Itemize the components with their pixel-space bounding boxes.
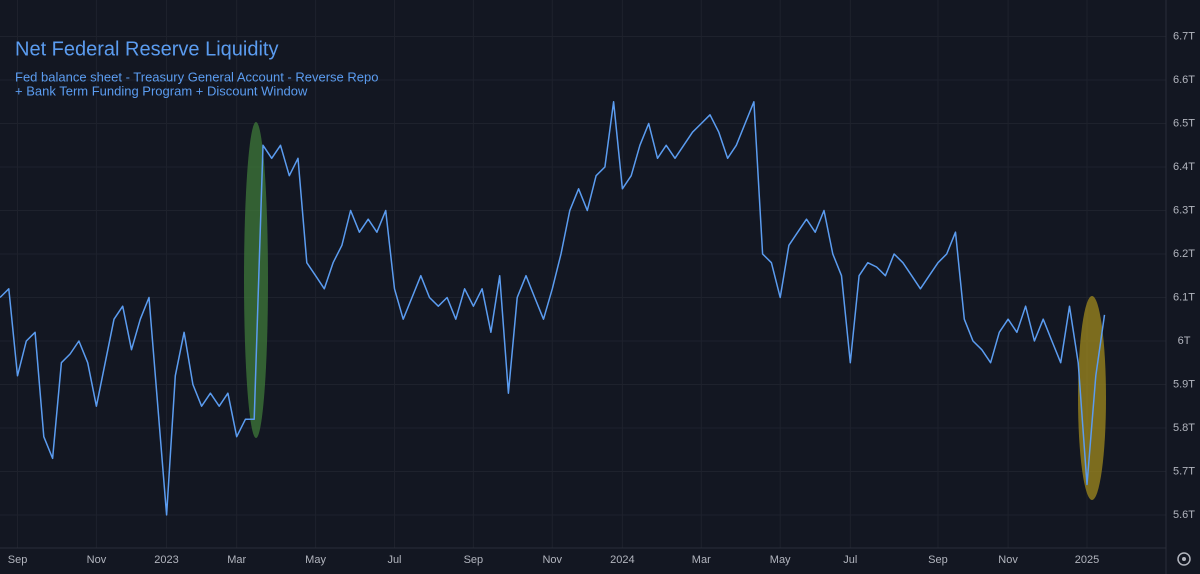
x-tick-label: 2025 <box>1075 554 1099 566</box>
x-tick-label: May <box>305 554 326 566</box>
x-tick-label: Sep <box>464 554 484 566</box>
y-tick-label: 5.7T <box>1173 465 1195 477</box>
x-tick-label: Nov <box>998 554 1018 566</box>
y-tick-label: 6.5T <box>1173 117 1195 129</box>
y-tick-label: 6.4T <box>1173 161 1195 173</box>
x-tick-label: Nov <box>87 554 107 566</box>
chart-subtitle: + Bank Term Funding Program + Discount W… <box>15 83 308 98</box>
x-tick-label: Jul <box>387 554 401 566</box>
x-tick-label: Mar <box>227 554 246 566</box>
y-tick-label: 5.6T <box>1173 509 1195 521</box>
highlight-ellipse <box>1078 296 1106 500</box>
y-tick-label: 6.2T <box>1173 248 1195 260</box>
y-tick-label: 5.9T <box>1173 378 1195 390</box>
x-tick-label: 2024 <box>610 554 634 566</box>
chart-subtitle: Fed balance sheet - Treasury General Acc… <box>15 69 378 84</box>
settings-icon-ring[interactable] <box>1177 552 1191 566</box>
settings-icon[interactable] <box>1177 552 1191 566</box>
y-tick-label: 6T <box>1178 335 1191 347</box>
highlight-ellipse <box>244 122 268 438</box>
data-line <box>0 101 1106 516</box>
x-tick-label: Mar <box>692 554 711 566</box>
y-tick-label: 6.1T <box>1173 291 1195 303</box>
x-tick-label: Jul <box>843 554 857 566</box>
settings-icon-center[interactable] <box>1182 557 1186 561</box>
y-tick-label: 6.7T <box>1173 30 1195 42</box>
grid <box>0 0 1166 548</box>
x-tick-label: May <box>770 554 791 566</box>
chart-title: Net Federal Reserve Liquidity <box>15 38 278 60</box>
y-tick-label: 6.3T <box>1173 204 1195 216</box>
plot <box>0 101 1106 516</box>
x-tick-label: 2023 <box>154 554 178 566</box>
x-tick-label: Nov <box>542 554 562 566</box>
y-tick-label: 5.8T <box>1173 422 1195 434</box>
x-tick-label: Sep <box>928 554 948 566</box>
x-tick-label: Sep <box>8 554 28 566</box>
y-tick-label: 6.6T <box>1173 74 1195 86</box>
